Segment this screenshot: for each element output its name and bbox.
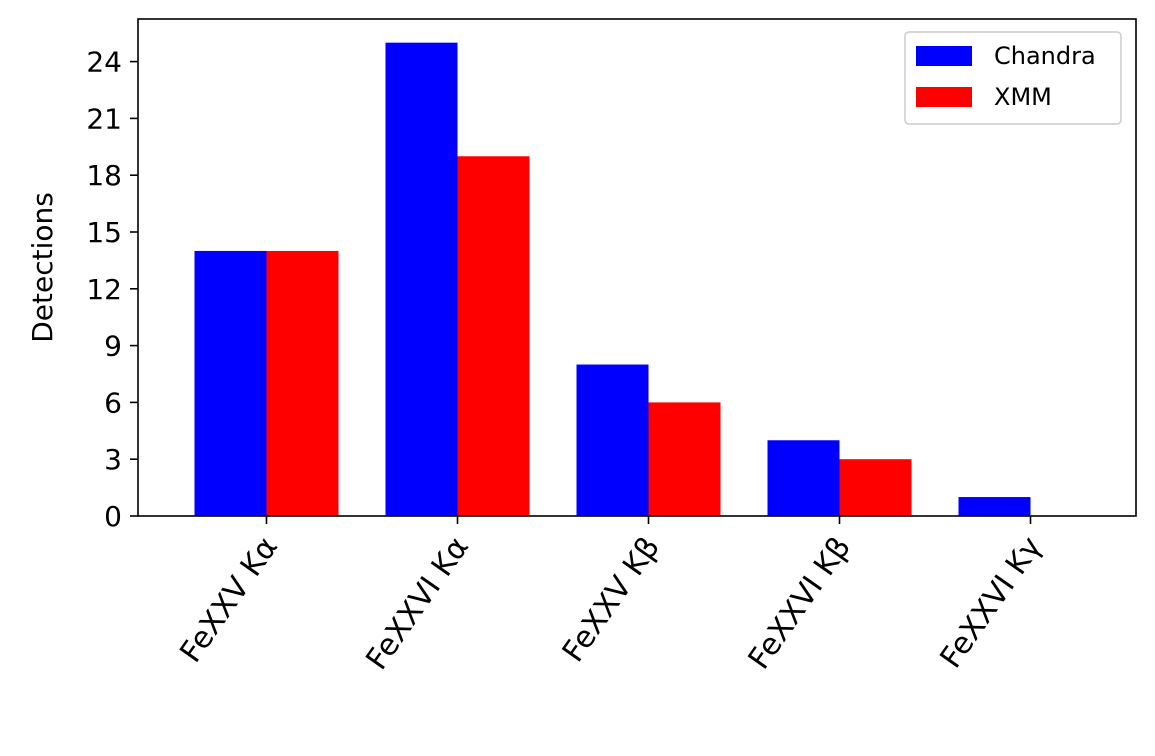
legend-label-chandra: Chandra (994, 42, 1096, 70)
y-tick-label: 12 (86, 273, 122, 306)
y-tick-label: 24 (86, 46, 122, 79)
y-tick-label: 18 (86, 159, 122, 192)
x-tick-label: FeXXV Kα (173, 531, 285, 670)
bar-xmm-1 (457, 156, 530, 516)
bar-chandra-2 (576, 364, 649, 516)
bar-xmm-2 (648, 402, 721, 516)
bar-chandra-3 (767, 440, 840, 516)
y-tick-label: 0 (104, 500, 122, 533)
y-axis-label: Detections (26, 192, 59, 343)
y-tick-label: 15 (86, 216, 122, 249)
plot-frame (137, 18, 1137, 517)
bars-layer (194, 42, 1031, 517)
legend-swatch-xmm (916, 87, 972, 107)
y-tick-label: 3 (104, 443, 122, 476)
bar-chandra-4 (958, 497, 1031, 516)
y-axis: 0 3 6 9 12 15 18 21 24 (86, 46, 138, 533)
y-tick-label: 6 (104, 386, 122, 419)
bar-chandra-1 (385, 42, 458, 517)
x-tick-label: FeXXVI Kα (359, 531, 476, 677)
bar-xmm-0 (266, 250, 339, 516)
legend-label-xmm: XMM (994, 83, 1052, 111)
y-tick-label: 21 (86, 102, 122, 135)
legend-swatch-chandra (916, 46, 972, 66)
x-axis: FeXXV Kα FeXXVI Kα FeXXV Kβ FeXXVI Kβ FeXXVI… (173, 516, 1049, 676)
bar-chandra-0 (194, 250, 267, 516)
x-tick-label: FeXXVI Kβ (742, 531, 858, 676)
x-tick-label: FeXXVI Kγ (933, 531, 1049, 675)
bar-xmm-3 (839, 459, 912, 516)
y-tick-label: 9 (104, 330, 122, 363)
x-tick-label: FeXXV Kβ (556, 531, 667, 669)
legend: Chandra XMM (904, 31, 1122, 125)
